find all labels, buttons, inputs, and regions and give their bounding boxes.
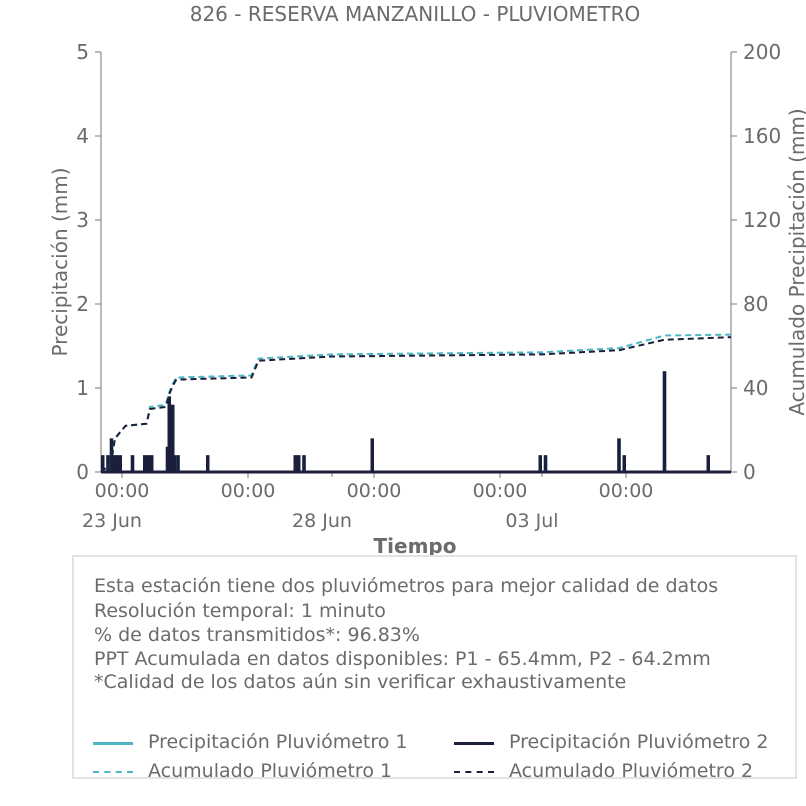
series-acumulado-pluviometro-2: [100, 336, 732, 473]
y2-tick-label: 200: [743, 40, 781, 64]
legend-swatch-acc1: [93, 771, 133, 773]
y2-tick-label: 0: [743, 460, 756, 484]
legend-swatch-p2: [454, 742, 494, 745]
info-line-stations: Esta estación tiene dos pluviómetros par…: [94, 575, 719, 597]
y-tick-label: 1: [76, 376, 89, 400]
y-tick-label: 5: [76, 40, 89, 64]
y2-tick-label: 80: [743, 292, 768, 316]
series-precipitacion-pluviometro-1: [101, 371, 731, 474]
legend-swatch-acc2: [454, 771, 494, 773]
axes: 0 1 2 3 4 5 0 40 80 120 160 200 00:00 00:00 00:00 00:00…: [76, 40, 781, 532]
info-line-accumulated: PPT Acumulada en datos disponibles: P1 -…: [94, 648, 711, 670]
series-precipitacion-pluviometro-2: [101, 371, 731, 474]
x-axis-label: Tiempo: [374, 534, 457, 558]
y2-axis-label: Acumulado Precipitación (mm): [785, 108, 806, 415]
y2-tick-label: 40: [743, 376, 768, 400]
legend-label-acc2: Acumulado Pluviómetro 2: [509, 760, 754, 782]
legend-label-acc1: Acumulado Pluviómetro 1: [148, 760, 393, 782]
info-line-transmitted: % de datos transmitidos*: 96.83%: [94, 624, 420, 646]
info-line-resolution: Resolución temporal: 1 minuto: [94, 600, 386, 622]
x-date-label: 23 Jun: [82, 510, 142, 532]
y2-tick-label: 160: [743, 124, 781, 148]
legend-swatch-p1: [93, 742, 133, 745]
chart-title: 826 - RESERVA MANZANILLO - PLUVIOMETRO: [190, 2, 641, 26]
info-line-quality-note: *Calidad de los datos aún sin verificar …: [94, 671, 627, 693]
legend-label-p1: Precipitación Pluviómetro 1: [148, 731, 408, 753]
legend-label-p2: Precipitación Pluviómetro 2: [509, 731, 769, 753]
y2-tick-label: 120: [743, 208, 781, 232]
y-tick-label: 0: [76, 460, 89, 484]
x-date-label: 03 Jul: [505, 510, 558, 532]
y-tick-label: 4: [76, 124, 89, 148]
x-tick-label: 00:00: [95, 480, 150, 502]
x-tick-label: 00:00: [347, 480, 402, 502]
x-tick-label: 00:00: [473, 480, 528, 502]
x-tick-label: 00:00: [221, 480, 276, 502]
info-box: Esta estación tiene dos pluviómetros par…: [72, 555, 797, 782]
y-axis-label: Precipitación (mm): [48, 167, 72, 356]
y-tick-label: 3: [76, 208, 89, 232]
plot-area: [100, 333, 732, 474]
x-date-label: 28 Jun: [292, 510, 352, 532]
x-tick-label: 00:00: [599, 480, 654, 502]
y-tick-label: 2: [76, 292, 89, 316]
series-acumulado-pluviometro-1: [100, 333, 732, 473]
